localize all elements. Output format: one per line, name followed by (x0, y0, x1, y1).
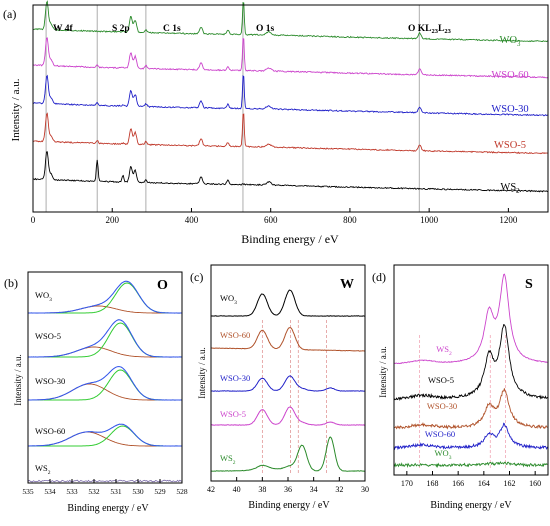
x-tick-label: 600 (264, 215, 278, 225)
x-tick-label: 1000 (420, 215, 439, 225)
plot-frame-d (393, 264, 549, 476)
series-label: WO3 (435, 448, 452, 461)
x-tick-label: 170 (401, 479, 413, 488)
panel-c: WO3 WSO-60 WSO-30 WSO-5 WS2 42 40 38 36 34 32 30 (c)… (190, 264, 369, 511)
x-tick-label: 32 (335, 485, 343, 494)
x-tick-label: 162 (504, 479, 516, 488)
x-tick-label: 532 (88, 487, 100, 496)
x-tick-label: 168 (427, 479, 439, 488)
x-tick-label: 160 (529, 479, 541, 488)
y-axis-title: Intensity / a.u. (378, 346, 388, 398)
peak-label: O 1s (256, 24, 275, 34)
x-tick-label: 400 (185, 215, 199, 225)
x-tick-label: 0 (31, 215, 36, 225)
peak-label: C 1s (163, 24, 181, 34)
fit-component-brown (28, 346, 182, 358)
peak-label: S 2p (112, 24, 130, 34)
x-tick-label: 200 (105, 215, 119, 225)
x-tick-label: 42 (207, 485, 215, 494)
x-axis-title: Binding energy / eV (248, 500, 330, 511)
x-tick-label: 36 (284, 485, 292, 494)
series-label: WSO-30 (35, 376, 65, 386)
panel-label: (a) (3, 7, 16, 21)
x-tick-label: 30 (361, 485, 369, 494)
fit-envelope (28, 366, 182, 401)
s2p-line-wso-60 (393, 422, 548, 451)
x-tick-label: 533 (66, 487, 78, 496)
series-label: WS2 (35, 463, 51, 476)
fit-envelope (28, 319, 182, 358)
series-label: WS2 (220, 453, 236, 466)
fit-envelope (28, 280, 182, 314)
series-label: WSO-5 (35, 331, 61, 341)
x-tick-label: 34 (310, 485, 318, 494)
series-label: WSO-60 (425, 429, 455, 439)
w4f-line-wso-5 (210, 406, 366, 426)
x-axis-title: Binding energy / eV (67, 503, 149, 514)
panel-label: (b) (4, 276, 18, 290)
peak-label: O KL23L23 (408, 24, 452, 35)
element-label: O (157, 278, 168, 293)
survey-line-wso-60 (32, 37, 549, 79)
s2p-line-wso-30 (394, 388, 548, 430)
panel-label: (d) (372, 270, 386, 284)
fit-envelope (28, 423, 182, 447)
series-label: WSO-60 (491, 70, 528, 81)
panel-b: WO3 WSO-5 WSO-30 WSO-60 WS2 535 534 533 532 531 53… (4, 271, 188, 514)
s2p-line-wso-5 (393, 323, 548, 402)
w4f-line-ws (210, 436, 365, 472)
series-label: WO3 (35, 290, 52, 303)
x-tick-label: 535 (22, 487, 34, 496)
x-tick-label: 1200 (499, 215, 518, 225)
panel-label: (c) (190, 270, 203, 284)
fit-component-brown (28, 383, 182, 401)
series-label: WO3 (500, 35, 522, 48)
x-axis-title: Binding energy / eV (430, 500, 512, 511)
element-label: W (340, 277, 354, 292)
series-label: WSO-30 (427, 401, 457, 411)
x-tick-label: 534 (44, 487, 56, 496)
survey-line-wso-30 (32, 74, 549, 117)
x-tick-label: 530 (132, 487, 144, 496)
y-axis-title: Intensity / a.u. (197, 347, 207, 399)
x-tick-label: 528 (176, 487, 188, 496)
x-tick-label: 529 (154, 487, 166, 496)
s2p-line-ws (393, 273, 548, 365)
element-label: S (525, 277, 533, 292)
series-label: WSO-5 (428, 375, 454, 385)
series-label: WSO-5 (220, 409, 246, 419)
plot-frame-b (27, 271, 183, 484)
series-label: WSO-30 (491, 104, 528, 115)
series-label: WSO-5 (494, 140, 526, 151)
x-tick-label: 38 (258, 485, 266, 494)
x-tick-label: 40 (233, 485, 241, 494)
y-axis-title: Intensity / a.u. (13, 354, 23, 406)
series-label: WS2 (436, 344, 452, 357)
raw-data-line (27, 479, 183, 483)
series-label: WO3 (220, 293, 237, 306)
survey-line-wo (33, 0, 549, 43)
x-tick-label: 166 (452, 479, 464, 488)
x-tick-label: 164 (478, 479, 490, 488)
x-tick-label: 531 (110, 487, 122, 496)
x-axis-title: Binding energy / eV (241, 232, 339, 246)
y-axis-title: Intensity / a.u. (10, 78, 22, 141)
series-label: WS2 (500, 182, 520, 195)
panel-a: WO3 WSO-60 WSO-30 WSO-5 WS2 0 200 400 600 800 1000… (3, 0, 549, 246)
x-tick-label: 800 (343, 215, 357, 225)
w4f-line-wso-60 (211, 327, 366, 352)
w4f-line-wso-30 (210, 375, 366, 392)
series-label: WSO-30 (220, 373, 250, 383)
panel-d: WS2 WSO-5 WSO-30 WSO-60 WO3 170 168 166 164 162 16… (372, 264, 549, 511)
peak-label: W 4f (53, 24, 73, 34)
plot-frame-a (32, 4, 549, 213)
w4f-line-wo (210, 289, 366, 317)
survey-line-wso-5 (33, 112, 549, 155)
s2p-line-wo (393, 461, 548, 469)
series-label: WSO-60 (35, 426, 65, 436)
series-label: WSO-60 (220, 330, 250, 340)
survey-line-ws (32, 151, 549, 193)
